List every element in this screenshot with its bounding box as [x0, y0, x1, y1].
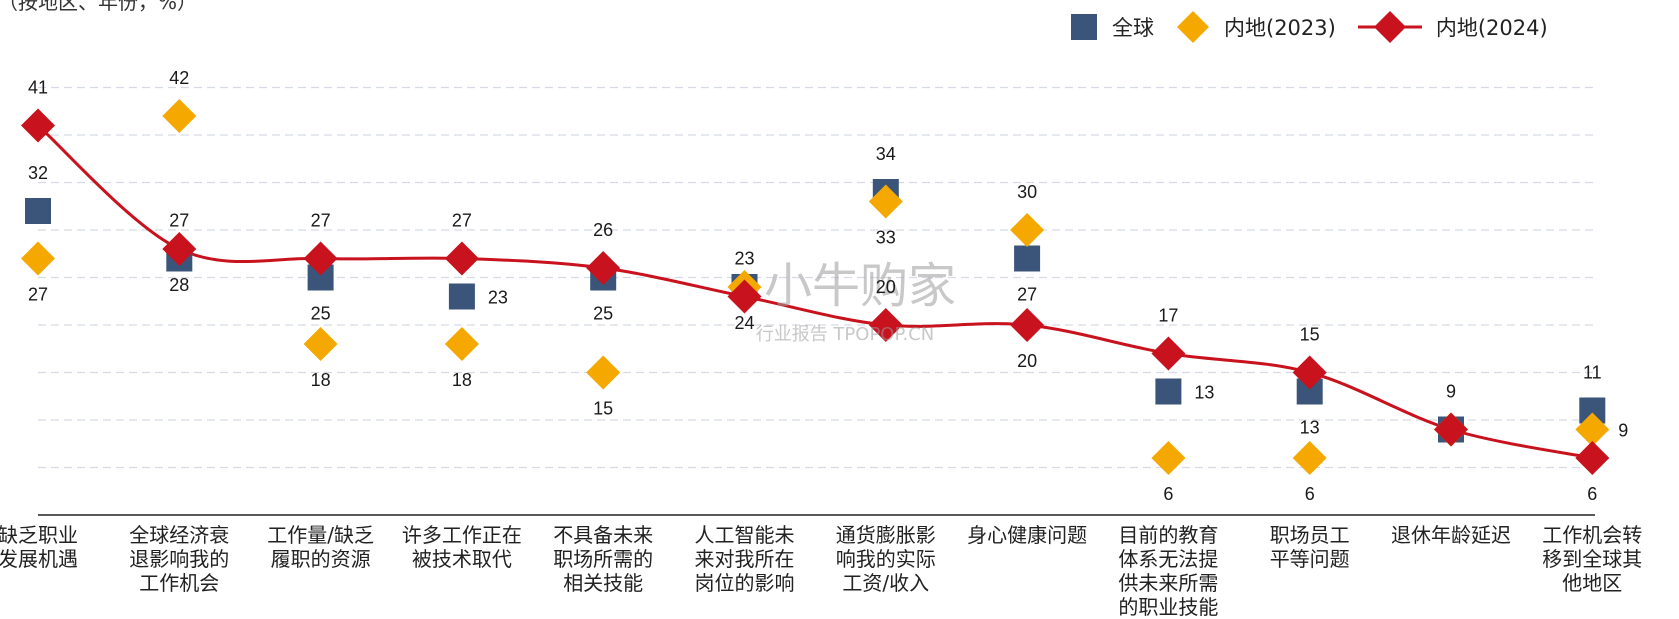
series-line-mainland-2024 [37, 124, 1593, 460]
chart-subtitle: （按地区、年份，%） [0, 0, 198, 14]
data-label: 27 [28, 285, 48, 305]
data-label: 27 [452, 211, 472, 231]
point-mainland-2024 [444, 241, 479, 276]
point-mainland-2024 [1575, 441, 1610, 475]
point-mainland-2023 [1151, 441, 1186, 475]
data-label: 33 [876, 228, 896, 248]
data-label: 27 [169, 211, 189, 231]
data-label: 25 [593, 304, 613, 324]
point-mainland-2024 [21, 108, 55, 143]
x-tick-label: 工作量/缺乏 履职的资源 [267, 523, 374, 571]
x-tick-label: 职场员工 平等问题 [1269, 523, 1350, 571]
data-label: 11 [1583, 363, 1602, 383]
data-label: 23 [488, 288, 508, 308]
diamond-marker-icon [1177, 11, 1209, 43]
data-label: 32 [28, 163, 48, 183]
legend-item-mainland-2024: 内地(2024) [1357, 10, 1548, 44]
data-label: 23 [734, 249, 754, 269]
watermark-subtext: 行业报告 TPOPOP.CN [756, 324, 935, 345]
data-label: 41 [28, 78, 48, 98]
data-label: 27 [311, 211, 331, 231]
x-tick-label: 工作机会转 移到全球其 他地区 [1542, 523, 1643, 595]
point-mainland-2024 [1010, 308, 1045, 342]
data-label: 18 [311, 370, 331, 390]
legend-label-mainland-2024: 内地(2024) [1435, 16, 1548, 40]
data-label: 26 [593, 220, 613, 240]
data-label: 6 [1305, 484, 1315, 504]
x-tick-label: 通货膨胀影 响我的实际 工资/收入 [835, 523, 936, 595]
data-label: 13 [1194, 383, 1214, 403]
x-tick-label: 全球经济衰 退影响我的 工作机会 [129, 523, 230, 595]
data-label: 13 [1300, 418, 1320, 438]
square-marker-icon [1071, 14, 1097, 40]
point-mainland-2023 [1010, 213, 1045, 247]
point-mainland-2024 [1151, 336, 1186, 371]
point-mainland-2024 [303, 241, 338, 276]
point-mainland-2023 [444, 327, 479, 361]
point-mainland-2024 [162, 232, 197, 266]
data-label: 9 [1446, 382, 1456, 402]
data-label: 20 [876, 277, 896, 297]
point-global [1014, 245, 1041, 272]
data-label: 28 [169, 275, 189, 295]
legend-item-mainland-2023: 内地(2023) [1176, 10, 1336, 44]
x-tick-label: 退休年龄延迟 [1391, 523, 1511, 547]
x-tick-label: 许多工作正在 被技术取代 [401, 523, 522, 571]
data-label: 24 [734, 313, 754, 333]
point-mainland-2024 [868, 308, 903, 342]
legend-item-global: 全球 [1070, 12, 1154, 42]
point-mainland-2023 [162, 99, 197, 133]
point-mainland-2024 [727, 279, 762, 314]
x-tick-label: 不具备未来 职场所需的 相关技能 [553, 523, 654, 595]
line-diamond-marker-icon [1357, 11, 1422, 43]
data-label: 15 [593, 399, 613, 419]
point-mainland-2023 [1575, 412, 1610, 447]
point-mainland-2024 [1434, 412, 1468, 447]
data-label: 15 [1300, 325, 1320, 345]
data-label: 17 [1158, 306, 1178, 326]
point-global [448, 283, 475, 310]
data-label: 6 [1163, 484, 1173, 504]
data-label: 25 [311, 304, 331, 324]
point-mainland-2023 [1292, 441, 1327, 475]
point-mainland-2024 [586, 251, 621, 285]
data-label: 6 [1587, 484, 1597, 504]
data-label: 30 [1017, 182, 1037, 202]
point-mainland-2023 [303, 327, 338, 361]
data-label: 9 [1618, 421, 1628, 441]
legend: 全球 内地(2023) 内地(2024) [1070, 10, 1570, 44]
point-global [25, 198, 51, 224]
data-label: 34 [876, 144, 896, 164]
point-mainland-2023 [868, 184, 903, 219]
data-label: 27 [1017, 285, 1037, 305]
legend-label-mainland-2023: 内地(2023) [1224, 16, 1336, 40]
point-mainland-2023 [21, 241, 55, 276]
x-tick-label: 人工智能未 来对我所在 岗位的影响 [694, 523, 795, 595]
data-label: 42 [169, 68, 189, 88]
point-global [1155, 378, 1182, 405]
x-tick-label: 缺乏职业 发展机遇 [0, 523, 78, 571]
point-mainland-2024 [1292, 355, 1327, 390]
data-label: 18 [452, 370, 472, 390]
legend-label-global: 全球 [1112, 16, 1154, 40]
point-mainland-2023 [586, 355, 621, 390]
x-tick-label: 目前的教育 体系无法提 供未来所需 的职业技能 [1118, 523, 1219, 619]
watermark-text: 小牛购家 [764, 258, 956, 314]
x-tick-label: 身心健康问题 [967, 523, 1088, 547]
data-label: 20 [1017, 351, 1037, 371]
